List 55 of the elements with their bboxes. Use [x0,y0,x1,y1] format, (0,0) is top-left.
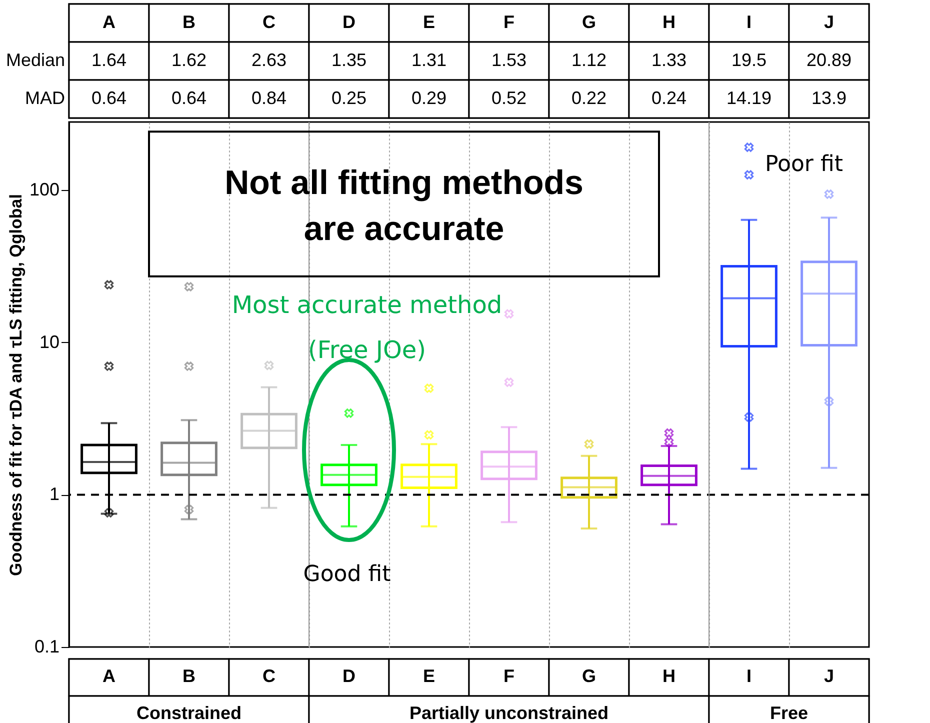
text: 2.63 [251,50,287,70]
x-tick-label: D [342,666,356,686]
category-label: G [582,12,596,32]
x-tick-label: I [746,666,752,686]
text: 0.29 [411,88,447,108]
annotation: Poor fit [765,152,844,177]
text: 0.64 [171,88,207,108]
text: 0.24 [651,88,687,108]
x-tick-label: H [662,666,676,686]
x-tick-label: C [262,666,276,686]
category-label: B [182,12,196,32]
y-axis-title: Goodness of fit for τDA and τLS fitting, Qglobal [6,194,26,576]
text: MAD [25,88,65,108]
text: 1.33 [651,50,687,70]
text: 0.22 [571,88,607,108]
annotation: (Free JOe) [308,336,426,364]
text: 0.52 [491,88,527,108]
x-tick-label: B [182,666,196,686]
text: Constrained [136,703,242,723]
text: 14.19 [726,88,772,108]
annotation: Not all fitting methods are accurate [224,164,584,248]
category-label: I [746,12,752,32]
text: 1.64 [91,50,127,70]
text: 1.12 [571,50,607,70]
text: 0.64 [91,88,127,108]
text: Free [770,703,808,723]
text: 1.31 [411,50,447,70]
y-tick-label: 1 [49,484,60,504]
category-label: C [262,12,276,32]
category-label: J [824,12,834,32]
x-tick-label: J [824,666,834,686]
text: 1.53 [491,50,527,70]
x-tick-label: A [102,666,116,686]
text: 0.84 [251,88,287,108]
text: Median [6,50,65,70]
text: Partially unconstrained [409,703,609,723]
y-tick-label: 100 [29,180,60,200]
x-tick-label: E [422,666,436,686]
annotation: Good fit [303,562,392,587]
y-tick-label: 10 [39,332,60,352]
category-label: H [662,12,676,32]
y-tick-label: 0.1 [34,636,60,656]
category-label: E [422,12,436,32]
text: 1.35 [331,50,367,70]
text: 0.25 [331,88,367,108]
category-label: F [504,12,514,32]
x-tick-label: F [504,666,514,686]
x-tick-label: G [582,666,596,686]
text: 13.9 [811,88,847,108]
annotation: Most accurate method [232,291,502,319]
text: 1.62 [171,50,207,70]
text: 19.5 [731,50,767,70]
category-label: A [102,12,116,32]
text: 20.89 [806,50,852,70]
category-label: D [342,12,356,32]
